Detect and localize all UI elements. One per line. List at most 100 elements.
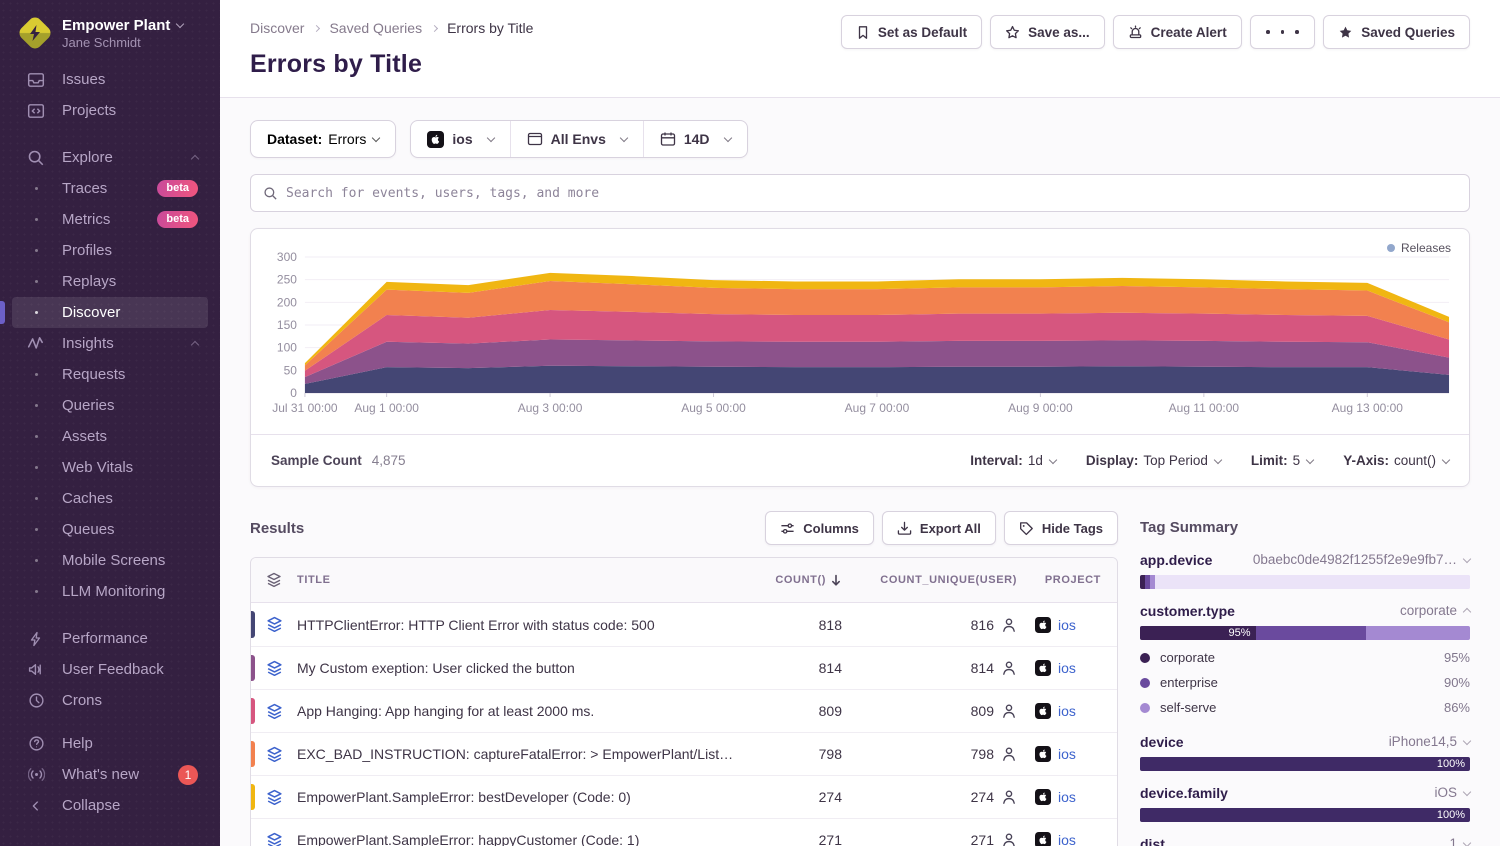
stack-trace-icon (251, 660, 297, 677)
table-row[interactable]: App Hanging: App hanging for at least 20… (251, 689, 1117, 732)
project-link[interactable]: ios (1058, 703, 1076, 719)
project-link[interactable]: ios (1058, 832, 1076, 846)
columns-button[interactable]: Columns (765, 511, 874, 545)
column-header-count[interactable]: COUNT() (747, 574, 842, 587)
tag-distribution-bar[interactable]: 100% (1140, 808, 1470, 822)
tag-value: 0baebc0de4982f1255f2e9e9fb7… (1252, 552, 1457, 567)
tag-value-dropdown[interactable]: iOS (1434, 785, 1472, 800)
save-as-button[interactable]: Save as... (990, 15, 1105, 49)
row-count-unique: 816 (842, 617, 1017, 633)
notification-badge: 1 (178, 764, 198, 785)
sidebar-item-help[interactable]: Help (12, 728, 208, 759)
column-header-project[interactable]: PROJECT (1044, 574, 1101, 586)
org-switcher[interactable]: Empower Plant Jane Schmidt (12, 14, 208, 64)
sidebar-item-crons[interactable]: Crons (12, 685, 208, 716)
row-title[interactable]: My Custom exeption: User clicked the but… (297, 660, 575, 676)
column-header-title[interactable]: TITLE (297, 574, 331, 586)
row-title[interactable]: EmpowerPlant.SampleError: bestDeveloper … (297, 789, 631, 805)
sidebar-item-queries[interactable]: Queries (12, 390, 208, 421)
environment-filter[interactable]: All Envs (509, 121, 643, 157)
row-count-unique: 809 (842, 703, 1017, 719)
series-color-strip (251, 741, 255, 767)
row-title[interactable]: App Hanging: App hanging for at least 20… (297, 703, 595, 719)
sidebar-item-queues[interactable]: Queues (12, 514, 208, 545)
svg-text:50: 50 (284, 363, 298, 377)
limit-select[interactable]: Limit: 5 (1251, 453, 1315, 468)
tag-breakdown-item[interactable]: corporate 95% (1140, 645, 1470, 670)
table-row[interactable]: EmpowerPlant.SampleError: happyCustomer … (251, 818, 1117, 846)
search-input[interactable] (286, 185, 1457, 201)
tag-value-dropdown[interactable]: 0baebc0de4982f1255f2e9e9fb7… (1252, 552, 1472, 567)
sidebar-item-assets[interactable]: Assets (12, 421, 208, 452)
sidebar-item-requests[interactable]: Requests (12, 359, 208, 390)
sidebar-item-mobile-screens[interactable]: Mobile Screens (12, 545, 208, 576)
sidebar-item-caches[interactable]: Caches (12, 483, 208, 514)
bolt-icon (30, 25, 40, 41)
project-link[interactable]: ios (1058, 789, 1076, 805)
saved-queries-button[interactable]: Saved Queries (1323, 15, 1470, 49)
dataset-select[interactable]: Dataset: Errors (250, 120, 397, 158)
breadcrumb-discover[interactable]: Discover (250, 20, 305, 36)
project-link[interactable]: ios (1058, 660, 1076, 676)
sidebar-collapse-button[interactable]: Collapse (12, 790, 208, 821)
project-filter[interactable]: ios (411, 121, 509, 157)
export-all-button[interactable]: Export All (881, 511, 996, 545)
breadcrumb-saved-queries[interactable]: Saved Queries (329, 20, 423, 36)
sidebar-item-web-vitals[interactable]: Web Vitals (12, 452, 208, 483)
button-label: Hide Tags (1041, 520, 1103, 536)
table-row[interactable]: My Custom exeption: User clicked the but… (251, 646, 1117, 689)
display-select[interactable]: Display: Top Period (1086, 453, 1223, 468)
date-range-filter[interactable]: 14D (642, 121, 747, 157)
table-row[interactable]: EXC_BAD_INSTRUCTION: captureFatalError: … (251, 732, 1117, 775)
hide-tags-button[interactable]: Hide Tags (1003, 511, 1118, 545)
tag-distribution-bar[interactable]: 100% (1140, 757, 1470, 771)
project-link[interactable]: ios (1058, 616, 1076, 633)
sidebar-item-replays[interactable]: Replays (12, 266, 208, 297)
tag-breakdown-item[interactable]: enterprise 90% (1140, 670, 1470, 695)
row-title[interactable]: EmpowerPlant.SampleError: happyCustomer … (297, 832, 640, 846)
sidebar-item-whats-new[interactable]: What's new 1 (12, 759, 208, 790)
tag-section-device-family: device.family iOS 100% (1140, 783, 1472, 822)
tag-value: iOS (1434, 785, 1457, 800)
limit-value: 5 (1292, 453, 1301, 468)
chart-legend[interactable]: Releases (1386, 241, 1451, 255)
sidebar-item-metrics[interactable]: Metrics beta (12, 204, 208, 235)
overflow-menu-button[interactable] (1249, 15, 1316, 49)
results-table: TITLE COUNT() COUNT_UNIQUE(USER) PROJECT… (250, 557, 1118, 846)
sidebar-item-user-feedback[interactable]: User Feedback (12, 654, 208, 685)
tag-distribution-bar[interactable]: 95% (1140, 626, 1470, 640)
sidebar-item-profiles[interactable]: Profiles (12, 235, 208, 266)
interval-select[interactable]: Interval: 1d (970, 453, 1058, 468)
row-title[interactable]: EXC_BAD_INSTRUCTION: captureFatalError: … (297, 746, 734, 762)
environment-filter-value: All Envs (550, 131, 606, 147)
create-alert-button[interactable]: Create Alert (1112, 15, 1242, 49)
sidebar-item-projects[interactable]: Projects (12, 95, 208, 126)
column-header-count-unique[interactable]: COUNT_UNIQUE(USER) (880, 574, 1017, 586)
table-row[interactable]: HTTPClientError: HTTP Client Error with … (251, 603, 1117, 646)
sidebar-nav: Issues Projects Explore Traces beta Metr… (0, 64, 208, 821)
tag-value-dropdown[interactable]: corporate (1400, 603, 1472, 618)
sidebar-item-discover[interactable]: Discover (0, 297, 208, 328)
project-link[interactable]: ios (1058, 746, 1076, 762)
tag-breakdown-item[interactable]: self-serve 86% (1140, 695, 1470, 720)
sidebar-section-explore[interactable]: Explore (12, 142, 208, 173)
sidebar-item-issues[interactable]: Issues (12, 64, 208, 95)
row-title[interactable]: HTTPClientError: HTTP Client Error with … (297, 616, 655, 633)
sidebar-section-insights[interactable]: Insights (12, 328, 208, 359)
row-project: ios (1017, 746, 1117, 762)
sidebar-item-label: Queries (62, 397, 115, 414)
sidebar-item-llm-monitoring[interactable]: LLM Monitoring (12, 576, 208, 607)
set-as-default-button[interactable]: Set as Default (840, 15, 983, 49)
sidebar-item-traces[interactable]: Traces beta (12, 173, 208, 204)
tag-value-dropdown[interactable]: iPhone14,5 (1389, 734, 1472, 749)
tag-value-dropdown[interactable]: 1 (1449, 836, 1472, 846)
tag-distribution-bar[interactable] (1140, 575, 1470, 589)
table-row[interactable]: EmpowerPlant.SampleError: bestDeveloper … (251, 775, 1117, 818)
ellipsis-icon (1266, 30, 1270, 34)
sidebar-item-performance[interactable]: Performance (12, 623, 208, 654)
bullet-icon (26, 528, 46, 531)
svg-text:Aug 13 00:00: Aug 13 00:00 (1332, 401, 1404, 415)
apple-ios-icon (427, 130, 445, 148)
yaxis-select[interactable]: Y-Axis: count() (1343, 453, 1451, 468)
search-bar (250, 174, 1470, 212)
